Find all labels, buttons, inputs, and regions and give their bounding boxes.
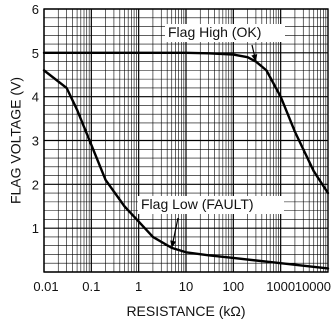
y-tick-label: 5	[32, 46, 39, 61]
flag-low-annotation-arrowhead	[170, 240, 177, 248]
x-tick-label: 100	[222, 279, 244, 294]
flag-low-annotation-text: Flag Low (FAULT)	[141, 196, 254, 212]
grid	[43, 8, 328, 273]
x-tick-label: 0.01	[33, 279, 58, 294]
y-tick-label: 2	[32, 177, 39, 192]
y-axis-title: FLAG VOLTAGE (V)	[8, 77, 24, 204]
x-axis-title: RESISTANCE (kΩ)	[126, 303, 245, 319]
flag-high-annotation-text: Flag High (OK)	[168, 24, 261, 40]
flag-high-curve	[42, 51, 330, 195]
x-tick-label: 1	[135, 279, 142, 294]
tick-labels: 0.01 0.1 1 10 100 1000 10000 1 2 3 4 5 6	[32, 2, 331, 294]
annotations: Flag High (OK) Flag Low (FAULT)	[141, 24, 261, 249]
y-tick-label: 4	[32, 90, 39, 105]
x-tick-label: 0.1	[82, 279, 100, 294]
plot-frame	[43, 8, 329, 273]
curves	[42, 51, 330, 270]
y-tick-label: 1	[32, 221, 39, 236]
x-tick-label: 10	[179, 279, 193, 294]
flag-high-label-background	[165, 24, 285, 42]
flag-low-curve	[42, 69, 330, 270]
y-tick-label: 3	[32, 134, 39, 149]
y-tick-label: 6	[32, 2, 39, 17]
x-tick-label: 10000	[295, 279, 331, 294]
flag-low-label-background	[138, 196, 284, 214]
flag-high-annotation-arrowhead	[251, 54, 258, 62]
x-tick-label: 1000	[266, 279, 295, 294]
